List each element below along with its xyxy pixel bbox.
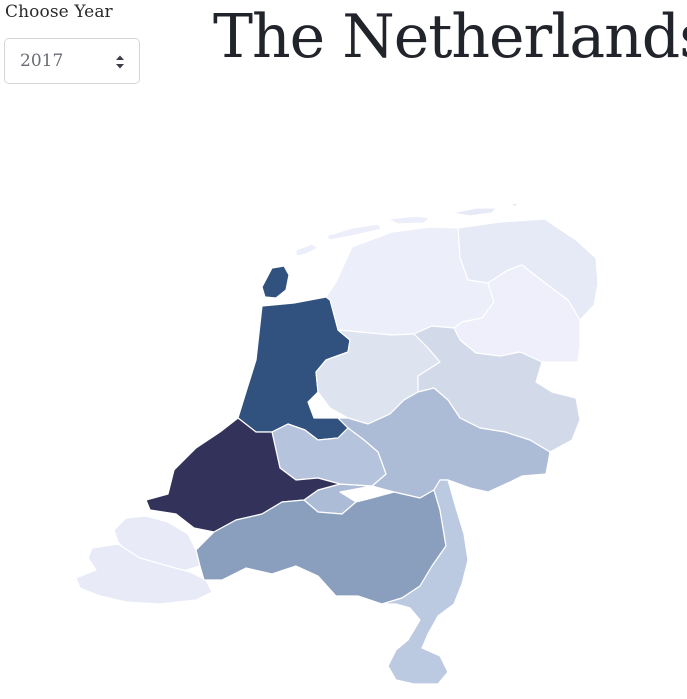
region-zeeland-walcheren[interactable] <box>75 543 213 605</box>
updown-chevron-icon <box>116 55 124 69</box>
region-limburg[interactable] <box>381 479 469 685</box>
choose-year-label: Choose Year <box>5 2 113 22</box>
page-title: The Netherlands <box>213 2 687 72</box>
year-select[interactable]: 2017 <box>4 38 140 84</box>
year-select-value: 2017 <box>20 51 64 71</box>
wadden-island-vlieland[interactable] <box>295 243 319 257</box>
wadden-island-rottumeroog[interactable] <box>509 202 519 208</box>
wadden-island-terschelling[interactable] <box>325 223 383 241</box>
wadden-island-texel[interactable] <box>261 265 290 299</box>
wadden-island-ameland[interactable] <box>387 215 431 225</box>
wadden-island-schiermonnikoog[interactable] <box>451 207 497 217</box>
